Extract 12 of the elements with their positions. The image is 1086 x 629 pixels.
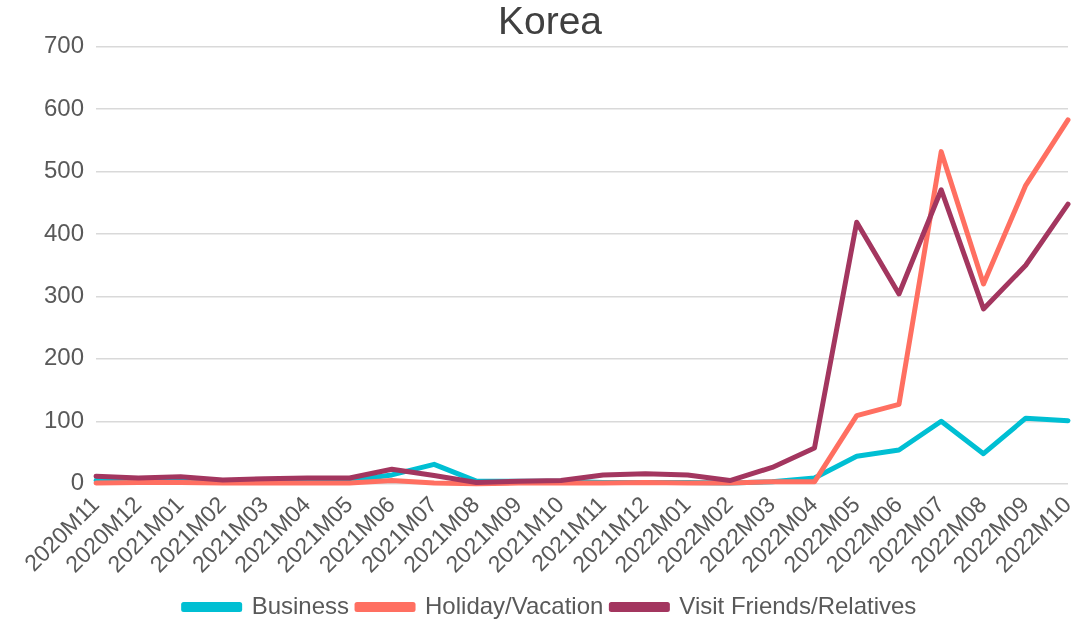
y-tick-label: 100 bbox=[44, 405, 85, 433]
legend-label: Holiday/Vacation bbox=[425, 591, 604, 619]
y-tick-label: 600 bbox=[44, 93, 85, 121]
legend-label: Visit Friends/Relatives bbox=[679, 591, 917, 619]
y-tick-label: 300 bbox=[44, 281, 85, 309]
y-tick-label: 500 bbox=[44, 156, 85, 184]
y-tick-label: 200 bbox=[44, 343, 85, 371]
legend-label: Business bbox=[251, 591, 350, 619]
y-tick-label: 0 bbox=[70, 468, 85, 496]
chart-title: Korea bbox=[497, 0, 603, 43]
y-tick-label: 700 bbox=[44, 31, 85, 59]
y-tick-label: 400 bbox=[44, 218, 85, 246]
